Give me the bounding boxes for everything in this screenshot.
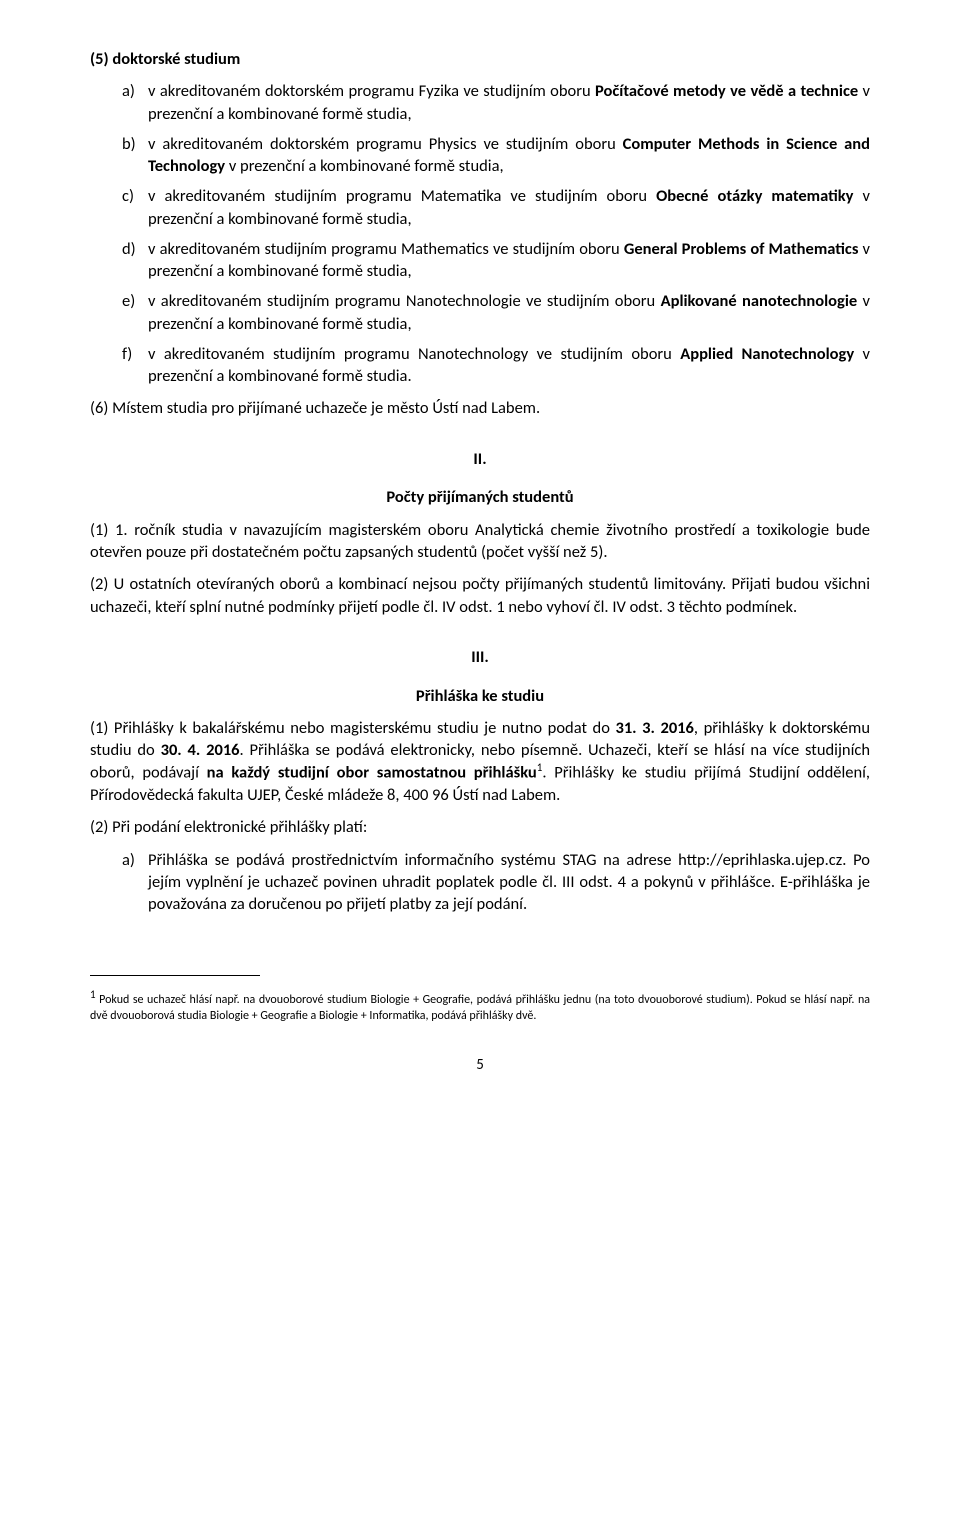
- list-doctoral: a) v akreditovaném doktorském programu F…: [90, 80, 870, 387]
- list-marker: d): [122, 238, 148, 283]
- list-text: v akreditovaném doktorském programu Phys…: [148, 133, 870, 178]
- paragraph-2-2: (2) U ostatních otevíraných oborů a komb…: [90, 573, 870, 618]
- list-item: d) v akreditovaném studijním programu Ma…: [122, 238, 870, 283]
- list-item: a) v akreditovaném doktorském programu F…: [122, 80, 870, 125]
- list-item: e) v akreditovaném studijním programu Na…: [122, 290, 870, 335]
- list-text: v akreditovaném studijním programu Nanot…: [148, 290, 870, 335]
- paragraph-3-2: (2) Při podání elektronické přihlášky pl…: [90, 816, 870, 838]
- paragraph-3-1: (1) Přihlášky k bakalářskému nebo magist…: [90, 717, 870, 807]
- list-item: c) v akreditovaném studijním programu Ma…: [122, 185, 870, 230]
- section-head-5: (5) doktorské studium: [90, 48, 870, 70]
- list-text: v akreditovaném studijním programu Mathe…: [148, 238, 870, 283]
- list-item: b) v akreditovaném doktorském programu P…: [122, 133, 870, 178]
- footnote-1: 1 Pokud se uchazeč hlásí např. na dvouob…: [90, 988, 870, 1024]
- list-eprihlaska: a) Přihláška se podává prostřednictvím i…: [90, 849, 870, 916]
- paragraph-2-1: (1) 1. ročník studia v navazujícím magis…: [90, 519, 870, 564]
- list-marker: b): [122, 133, 148, 178]
- section-number-3: III.: [90, 646, 870, 668]
- list-marker: a): [122, 849, 148, 916]
- paragraph-6: (6) Místem studia pro přijímané uchazeče…: [90, 397, 870, 419]
- list-item: a) Přihláška se podává prostřednictvím i…: [122, 849, 870, 916]
- section-number-2: II.: [90, 448, 870, 470]
- list-text: Přihláška se podává prostřednictvím info…: [148, 849, 870, 916]
- list-text: v akreditovaném doktorském programu Fyzi…: [148, 80, 870, 125]
- list-text: v akreditovaném studijním programu Matem…: [148, 185, 870, 230]
- list-marker: f): [122, 343, 148, 388]
- list-text: v akreditovaném studijním programu Nanot…: [148, 343, 870, 388]
- footnote-divider: [90, 975, 260, 976]
- list-marker: a): [122, 80, 148, 125]
- page-number: 5: [90, 1055, 870, 1075]
- list-item: f) v akreditovaném studijním programu Na…: [122, 343, 870, 388]
- section-title-3: Přihláška ke studiu: [90, 685, 870, 707]
- document-page: (5) doktorské studium a) v akreditovaném…: [0, 0, 960, 1130]
- list-marker: c): [122, 185, 148, 230]
- list-marker: e): [122, 290, 148, 335]
- section-title-2: Počty přijímaných studentů: [90, 486, 870, 508]
